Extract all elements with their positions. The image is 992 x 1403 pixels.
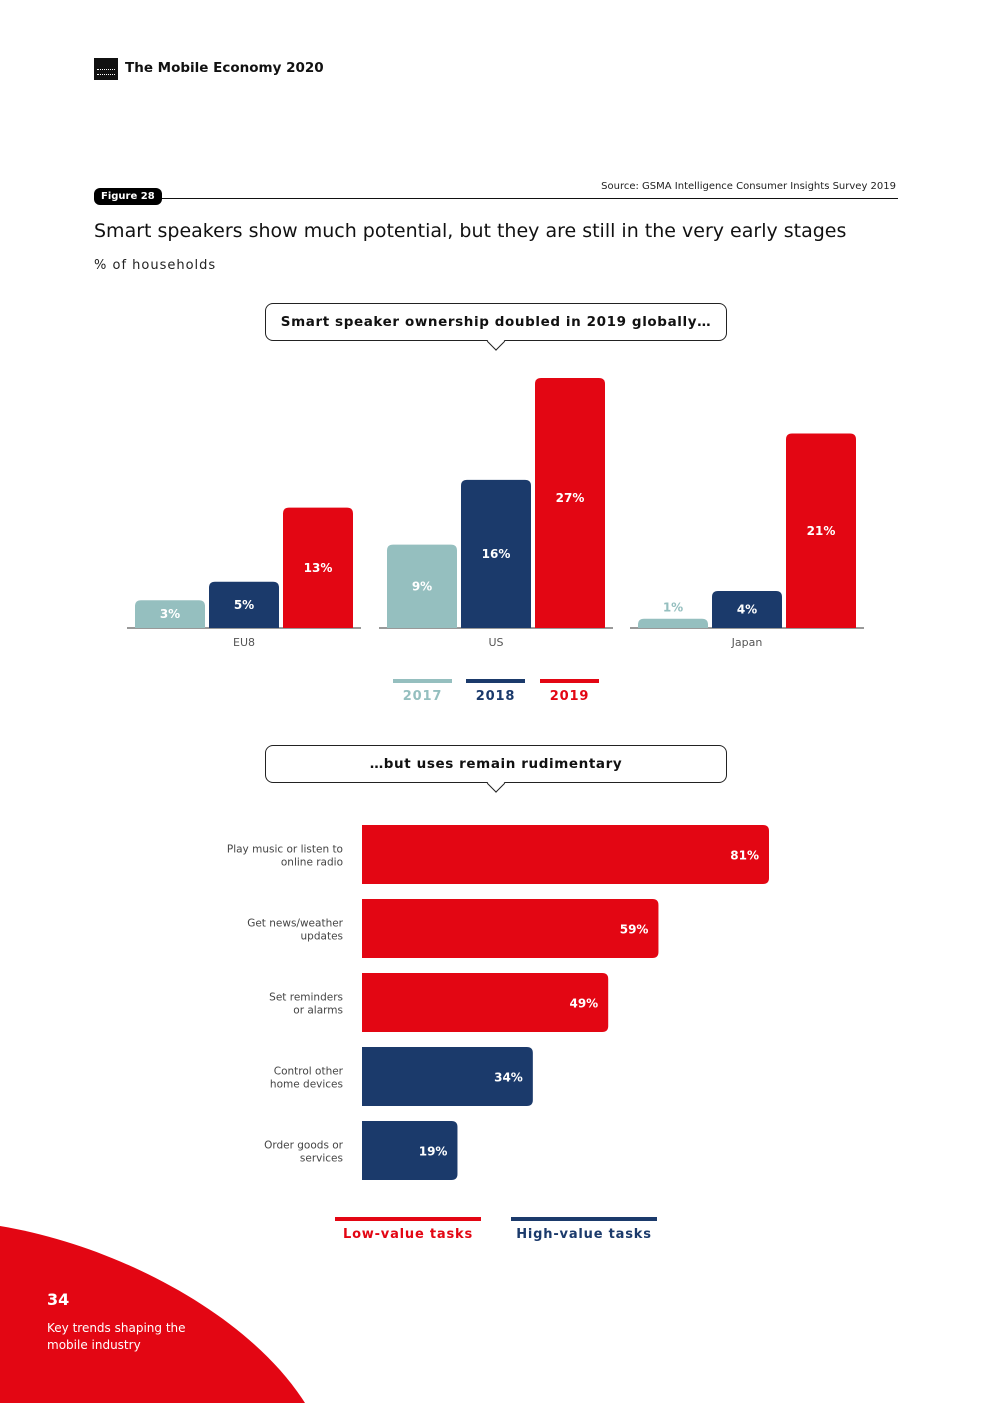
category-label: online radio	[281, 857, 343, 869]
bar-value-label: 27%	[556, 491, 585, 505]
bar-value-label: 16%	[482, 547, 511, 561]
section-label: Key trends shaping the mobile industry	[47, 1321, 186, 1352]
bar-value-label: 59%	[620, 923, 649, 937]
bar-value-label: 1%	[663, 601, 683, 615]
footer-red-shape	[0, 1226, 305, 1403]
gsma-logo-icon	[94, 58, 118, 80]
bar-value-label: 49%	[569, 997, 598, 1011]
report-title: The Mobile Economy 2020	[125, 60, 324, 76]
category-label: Order goods or	[264, 1140, 344, 1152]
bar-task-3	[362, 973, 609, 1032]
category-label: Play music or listen to	[227, 844, 343, 856]
legend-high-swatch	[511, 1217, 657, 1221]
legend-label: 2017	[402, 689, 443, 704]
bar-task-5	[362, 1121, 458, 1180]
divider-rule	[128, 198, 898, 199]
category-label: services	[300, 1153, 343, 1165]
bar-value-label: 5%	[234, 598, 254, 612]
legend-low-value: Low-value tasks	[335, 1217, 481, 1242]
legend-item-2017: 2017	[393, 679, 452, 704]
bar-value-label: 81%	[730, 849, 759, 863]
bar-us-2017	[387, 544, 457, 628]
category-label: Set reminders	[269, 992, 343, 1004]
callout-bottom-text: …but uses remain rudimentary	[369, 756, 623, 772]
legend-swatch	[540, 679, 599, 683]
bar-task-4	[362, 1047, 533, 1106]
category-label: US	[488, 636, 503, 649]
callout-bottom: …but uses remain rudimentary	[265, 745, 727, 783]
legend-swatch	[466, 679, 525, 683]
bar-task-2	[362, 899, 659, 958]
bar-value-label: 19%	[419, 1145, 448, 1159]
bar-value-label: 13%	[304, 561, 333, 575]
legend-low-swatch	[335, 1217, 481, 1221]
bar-value-label: 21%	[807, 524, 836, 538]
page-number: 34	[47, 1290, 70, 1309]
bar-us-2019	[535, 378, 605, 628]
legend-high-label: High-value tasks	[516, 1227, 652, 1242]
category-label: updates	[301, 931, 343, 943]
chart-title: Smart speakers show much potential, but …	[94, 220, 847, 242]
source-note: Source: GSMA Intelligence Consumer Insig…	[601, 181, 896, 192]
category-label: Get news/weather	[247, 918, 343, 930]
bar-japan-2018	[712, 590, 782, 628]
callout-top-text: Smart speaker ownership doubled in 2019 …	[280, 314, 712, 330]
bar-task-1	[362, 825, 769, 884]
category-label: home devices	[270, 1079, 343, 1091]
bar-eu8-2018	[209, 581, 279, 628]
bar-japan-2019	[786, 433, 856, 628]
bar-eu8-2017	[135, 600, 205, 628]
chart-subtitle: % of households	[94, 258, 217, 273]
legend-high-value: High-value tasks	[511, 1217, 657, 1242]
figure-badge: Figure 28	[94, 188, 162, 205]
legend-low-label: Low-value tasks	[342, 1227, 474, 1242]
category-label: EU8	[233, 636, 255, 649]
bar-value-label: 3%	[160, 607, 180, 621]
legend-item-2018: 2018	[466, 679, 525, 704]
category-label: or alarms	[293, 1005, 343, 1017]
bar-value-label: 4%	[737, 602, 757, 616]
bar-us-2018	[461, 479, 531, 628]
ownership-column-chart: 3% 5% 13% EU8 9% 16% 27% US 1% 4% 21% Japan	[127, 378, 864, 649]
legend-label: 2018	[475, 689, 516, 704]
legend-swatch	[393, 679, 452, 683]
legend-label: 2019	[549, 689, 590, 704]
category-label: Japan	[731, 636, 763, 649]
callout-top: Smart speaker ownership doubled in 2019 …	[265, 303, 727, 341]
bar-value-label: 9%	[412, 579, 432, 593]
legend-item-2019: 2019	[540, 679, 599, 704]
bar-value-label: 34%	[494, 1071, 523, 1085]
bar-japan-2017	[638, 618, 708, 628]
bar-eu8-2019	[283, 507, 353, 628]
category-label: Control other	[274, 1066, 344, 1078]
